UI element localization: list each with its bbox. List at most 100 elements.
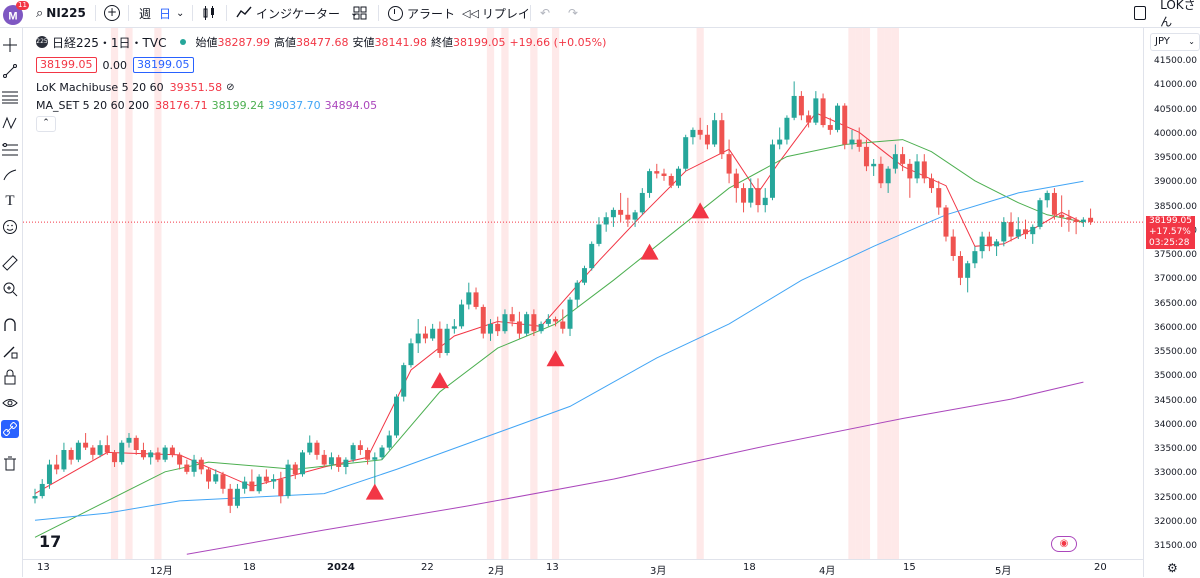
alert-button[interactable]: アラート <box>388 4 455 22</box>
indicator2-row[interactable]: MA_SET 5 20 60 200 38176.71 38199.24 390… <box>36 97 606 113</box>
candle-body <box>647 171 653 193</box>
pencil-lock-icon[interactable] <box>1 342 19 360</box>
candle-body <box>914 161 920 179</box>
layouts-button[interactable] <box>353 4 367 22</box>
brush-icon[interactable] <box>1 166 19 184</box>
candle-body <box>401 365 407 397</box>
candle-body <box>784 117 790 140</box>
candle-body <box>798 95 804 116</box>
candle-body <box>625 214 631 220</box>
sync-drawings-icon[interactable] <box>1 420 19 438</box>
lock-icon[interactable] <box>1 368 19 386</box>
ruler-icon[interactable] <box>1 254 19 272</box>
time-axis[interactable]: 13 12月 18 2024 22 2月 13 3月 18 4月 15 5月 20 <box>23 559 1143 578</box>
chart-pane[interactable]: 17 ◉ <box>23 28 1143 559</box>
candle-body <box>394 396 399 436</box>
candle-body <box>900 154 906 164</box>
last-price-label: 38199.05 <box>1146 216 1195 227</box>
indicator-settings-icon[interactable]: ⊘ <box>226 81 235 93</box>
price-tick-label: 33500.00 <box>1154 444 1197 454</box>
candle-body <box>957 256 963 278</box>
zoom-in-icon[interactable] <box>1 280 19 298</box>
symbol-search[interactable]: ⌕ NI225 <box>36 4 86 22</box>
candle-body <box>907 163 913 179</box>
buy-price-button[interactable]: 38199.05 <box>133 57 194 73</box>
indicators-button[interactable]: インジケーター ⌄ <box>236 4 358 22</box>
price-tick-label: 33000.00 <box>1154 468 1197 479</box>
interval-week-button[interactable]: 週 <box>139 4 151 22</box>
indicator1-row[interactable]: LoK Machibuse 5 20 60 39351.58 ⊘ <box>36 79 606 95</box>
candle-body <box>466 292 472 305</box>
candle-body <box>336 457 342 467</box>
candle-body <box>321 454 327 465</box>
candles-icon <box>203 6 214 20</box>
price-tick-label: 32000.00 <box>1154 516 1197 527</box>
candle-body <box>184 464 190 472</box>
candle-body <box>741 188 747 203</box>
text-icon[interactable]: T <box>5 192 15 209</box>
redo-button[interactable]: ↷ <box>568 4 578 22</box>
price-axis[interactable]: JPY ⌄ 41500.00 41000.00 40500.00 40000.00 39… <box>1143 28 1200 577</box>
candle-body <box>365 450 371 460</box>
candle-body <box>675 168 681 186</box>
candle-body <box>46 464 52 484</box>
candle-body <box>755 188 761 206</box>
go-to-realtime-button[interactable]: ◉ <box>1051 536 1077 552</box>
ma5-value: 38176.71 <box>155 98 208 112</box>
price-tick-label: 40500.00 <box>1154 104 1197 115</box>
emoji-icon[interactable] <box>1 218 19 236</box>
close-value: 38199.05 <box>452 35 506 49</box>
crosshair-icon[interactable] <box>1 36 19 54</box>
interval-dropdown[interactable]: ⌄ <box>176 4 184 22</box>
price-tick-label: 39500.00 <box>1154 153 1197 163</box>
candle-body <box>943 207 949 237</box>
chart-type-button[interactable] <box>201 4 217 22</box>
pattern-icon[interactable] <box>1 114 19 132</box>
candle-body <box>191 459 197 472</box>
currency-dropdown[interactable]: JPY ⌄ <box>1150 33 1200 51</box>
indicator1-name: LoK Machibuse 5 20 60 <box>36 80 164 94</box>
time-tick-label: 2月 <box>488 566 505 577</box>
candle-body <box>596 224 602 244</box>
candle-body <box>560 321 566 329</box>
price-tick-label: 31500.00 <box>1154 541 1197 551</box>
horizontal-lines-icon[interactable] <box>1 88 19 106</box>
candle-body <box>162 447 168 460</box>
trend-line-icon[interactable] <box>1 62 19 80</box>
price-chart[interactable] <box>23 28 1143 559</box>
user-menu[interactable]: LOKさん <box>1134 0 1200 29</box>
highlight-band <box>501 28 509 559</box>
candle-body <box>654 171 660 174</box>
candle-body <box>451 326 457 329</box>
collapse-legend-button[interactable]: ⌃ <box>36 116 56 132</box>
eye-icon[interactable] <box>1 394 19 412</box>
undo-button[interactable]: ↶ <box>540 4 550 22</box>
candle-body <box>929 178 935 189</box>
time-tick-label: 2024 <box>327 562 355 573</box>
tradingview-logo: 17 <box>39 532 62 551</box>
candle-body <box>430 328 436 339</box>
candle-body <box>278 479 284 497</box>
price-tick-label: 37500.00 <box>1154 250 1197 260</box>
settings-gear-icon[interactable]: ⚙ <box>1167 561 1178 575</box>
candle-body <box>950 236 956 256</box>
candle-body <box>314 442 320 455</box>
candle-body <box>827 125 833 130</box>
candle-body <box>733 173 739 189</box>
chevron-down-icon: ⌄ <box>1188 37 1195 46</box>
candle-body <box>227 488 233 506</box>
symbol-title[interactable]: 日経225・1日・TVC <box>52 35 167 50</box>
candle-body <box>524 314 530 334</box>
app-logo[interactable]: M 11 <box>2 1 29 26</box>
candle-body <box>668 175 674 186</box>
sell-price-button[interactable]: 38199.05 <box>36 57 97 73</box>
trash-icon[interactable] <box>1 454 19 472</box>
replay-button[interactable]: ◁◁ リプレイ <box>462 4 530 22</box>
candle-body <box>61 450 67 470</box>
plus-circle-icon: + <box>104 5 120 21</box>
compare-symbol-button[interactable]: + <box>104 4 120 22</box>
fib-icon[interactable] <box>1 140 19 158</box>
magnet-icon[interactable] <box>1 316 19 334</box>
interval-day-button[interactable]: 日 <box>159 4 171 22</box>
candle-body <box>1080 219 1086 223</box>
